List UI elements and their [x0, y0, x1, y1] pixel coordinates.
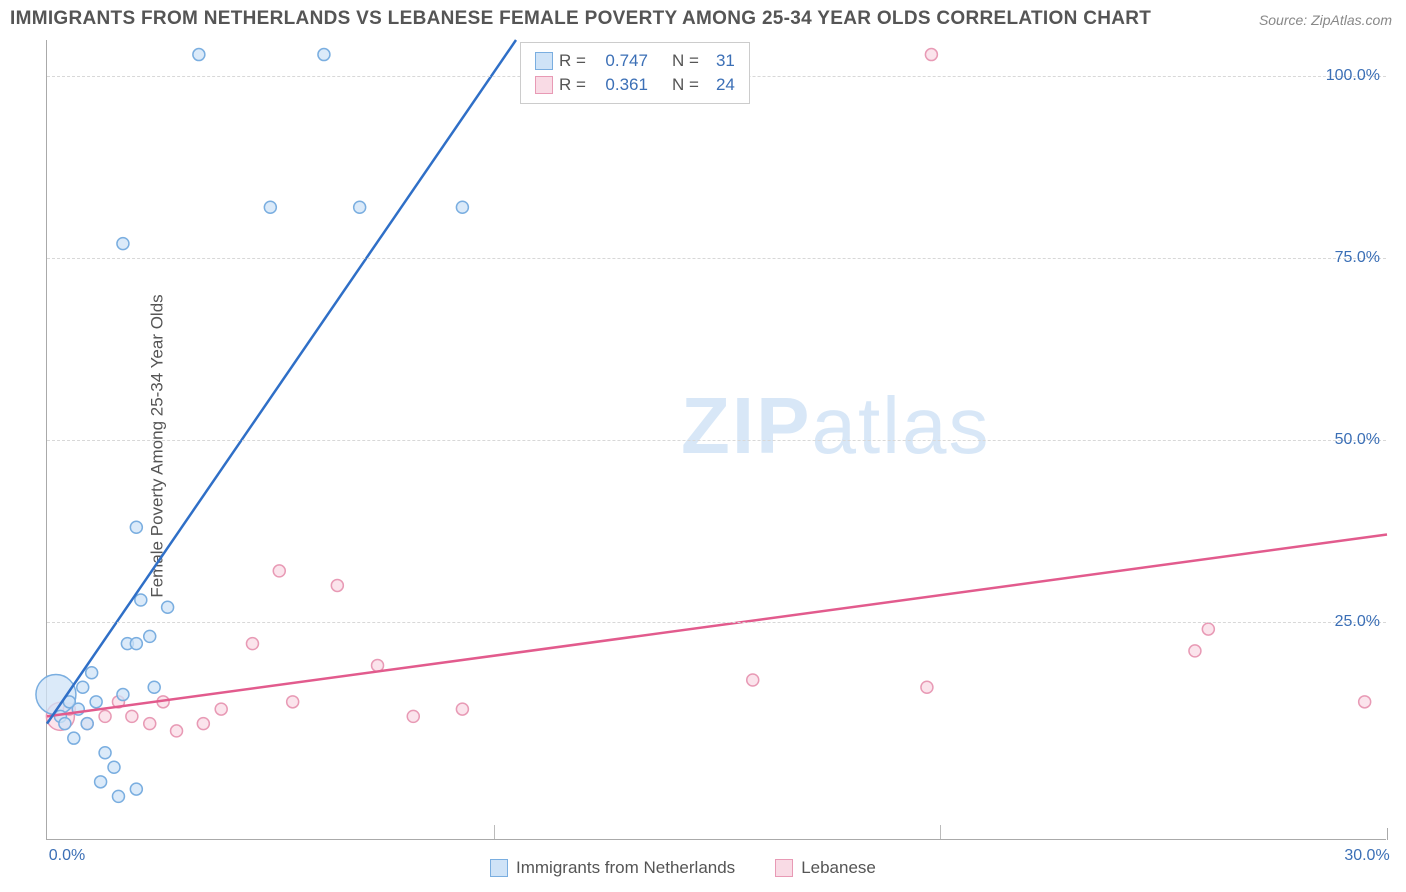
series-label: Immigrants from Netherlands	[516, 858, 735, 878]
r-value: 0.361	[592, 75, 648, 95]
x-tick-label: 0.0%	[49, 847, 85, 865]
data-point	[1189, 645, 1201, 657]
data-point	[90, 696, 102, 708]
y-tick-label: 25.0%	[1335, 613, 1380, 631]
data-point	[117, 238, 129, 250]
data-point	[215, 703, 227, 715]
y-tick-label: 75.0%	[1335, 249, 1380, 267]
data-point	[135, 594, 147, 606]
y-tick-label: 100.0%	[1326, 67, 1380, 85]
data-point	[331, 579, 343, 591]
grid-line-h	[47, 258, 1386, 259]
data-point	[130, 783, 142, 795]
x-tick-mark	[1387, 828, 1388, 840]
r-label: R =	[559, 51, 586, 71]
data-point	[171, 725, 183, 737]
data-point	[86, 667, 98, 679]
data-point	[117, 689, 129, 701]
data-point	[925, 49, 937, 61]
series-legend-item: Immigrants from Netherlands	[490, 858, 735, 878]
data-point	[144, 630, 156, 642]
grid-line-h	[47, 622, 1386, 623]
data-point	[197, 718, 209, 730]
n-value: 24	[705, 75, 735, 95]
data-point	[130, 521, 142, 533]
correlation-legend: R = 0.747 N = 31 R = 0.361 N = 24	[520, 42, 750, 104]
data-point	[148, 681, 160, 693]
data-point	[162, 601, 174, 613]
data-point	[921, 681, 933, 693]
data-point	[456, 201, 468, 213]
n-label: N =	[672, 75, 699, 95]
data-point	[59, 718, 71, 730]
x-tick-label: 30.0%	[1344, 847, 1389, 865]
legend-row: R = 0.361 N = 24	[535, 73, 735, 97]
data-point	[95, 776, 107, 788]
legend-swatch	[490, 859, 508, 877]
data-point	[99, 710, 111, 722]
legend-swatch	[535, 52, 553, 70]
y-tick-label: 50.0%	[1335, 431, 1380, 449]
n-value: 31	[705, 51, 735, 71]
data-point	[264, 201, 276, 213]
series-legend-item: Lebanese	[775, 858, 876, 878]
data-point	[112, 790, 124, 802]
legend-swatch	[535, 76, 553, 94]
data-point	[273, 565, 285, 577]
n-label: N =	[672, 51, 699, 71]
data-point	[1359, 696, 1371, 708]
data-point	[99, 747, 111, 759]
data-point	[108, 761, 120, 773]
series-label: Lebanese	[801, 858, 876, 878]
plot-area: ZIPatlas 25.0%50.0%75.0%100.0%0.0%30.0%	[46, 40, 1386, 840]
data-point	[126, 710, 138, 722]
data-point	[193, 49, 205, 61]
data-point	[354, 201, 366, 213]
data-point	[246, 638, 258, 650]
data-point	[68, 732, 80, 744]
source-text: Source: ZipAtlas.com	[1259, 12, 1392, 28]
series-legend: Immigrants from Netherlands Lebanese	[490, 858, 876, 878]
data-point	[318, 49, 330, 61]
legend-row: R = 0.747 N = 31	[535, 49, 735, 73]
x-tick-inner	[940, 825, 941, 839]
data-point	[287, 696, 299, 708]
r-value: 0.747	[592, 51, 648, 71]
data-point	[407, 710, 419, 722]
data-point	[81, 718, 93, 730]
data-point	[1202, 623, 1214, 635]
data-point	[144, 718, 156, 730]
data-point	[372, 659, 384, 671]
legend-swatch	[775, 859, 793, 877]
data-point	[747, 674, 759, 686]
data-point	[130, 638, 142, 650]
grid-line-h	[47, 440, 1386, 441]
chart-title: IMMIGRANTS FROM NETHERLANDS VS LEBANESE …	[10, 8, 1151, 30]
data-point	[456, 703, 468, 715]
x-tick-inner	[494, 825, 495, 839]
data-point	[77, 681, 89, 693]
trend-line	[47, 535, 1387, 717]
r-label: R =	[559, 75, 586, 95]
